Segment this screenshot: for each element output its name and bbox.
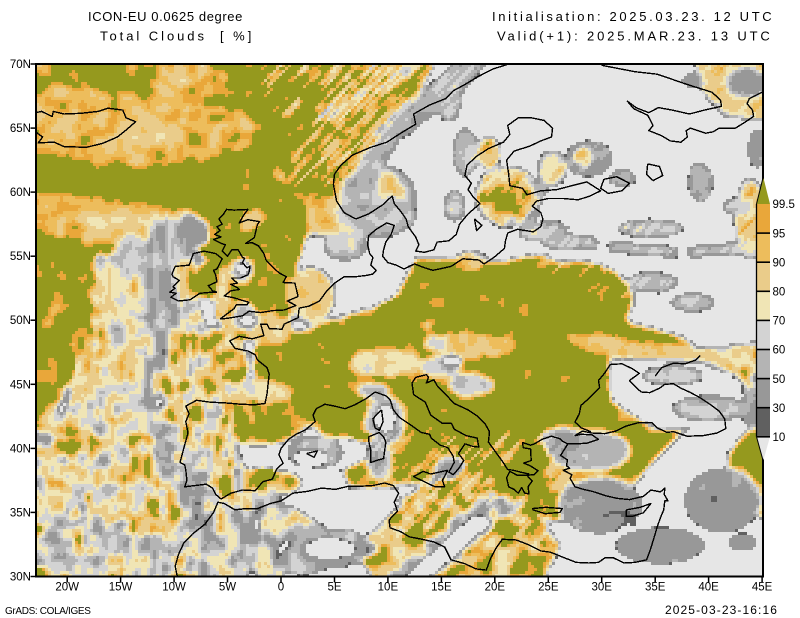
- svg-text:40E: 40E: [698, 582, 719, 594]
- svg-text:35N: 35N: [10, 507, 31, 519]
- svg-text:15E: 15E: [431, 582, 452, 594]
- svg-text:30E: 30E: [591, 582, 612, 594]
- svg-text:70N: 70N: [10, 59, 31, 71]
- svg-text:20W: 20W: [55, 582, 79, 594]
- svg-text:30N: 30N: [10, 572, 31, 584]
- svg-text:45N: 45N: [10, 379, 31, 391]
- svg-text:80: 80: [773, 287, 786, 299]
- svg-text:10: 10: [773, 432, 786, 444]
- svg-text:60: 60: [773, 345, 786, 357]
- svg-text:45E: 45E: [752, 582, 773, 594]
- svg-text:0: 0: [278, 582, 284, 594]
- svg-text:2025-03-23-16:16: 2025-03-23-16:16: [665, 603, 778, 617]
- svg-text:65N: 65N: [10, 123, 31, 135]
- svg-text:15W: 15W: [109, 582, 133, 594]
- svg-text:50: 50: [773, 374, 786, 386]
- svg-text:99.5: 99.5: [773, 199, 795, 211]
- svg-text:Valid(+1): 2025.MAR.23. 13 UTC: Valid(+1): 2025.MAR.23. 13 UTC: [497, 29, 773, 44]
- svg-text:50N: 50N: [10, 315, 31, 327]
- svg-text:60N: 60N: [10, 187, 31, 199]
- svg-text:70: 70: [773, 316, 786, 328]
- svg-text:95: 95: [773, 228, 786, 240]
- svg-text:GrADS: COLA/IGES: GrADS: COLA/IGES: [5, 606, 91, 617]
- svg-text:Initialisation: 2025.03.23. 12: Initialisation: 2025.03.23. 12 UTC: [492, 9, 774, 24]
- svg-text:5E: 5E: [327, 582, 341, 594]
- svg-text:55N: 55N: [10, 251, 31, 263]
- svg-text:30: 30: [773, 403, 786, 415]
- svg-text:90: 90: [773, 257, 786, 269]
- svg-text:35E: 35E: [645, 582, 666, 594]
- svg-text:20E: 20E: [485, 582, 506, 594]
- svg-text:Total Clouds [ %]: Total Clouds [ %]: [100, 29, 254, 44]
- svg-text:25E: 25E: [538, 582, 559, 594]
- svg-text:10W: 10W: [162, 582, 186, 594]
- svg-text:5W: 5W: [219, 582, 236, 594]
- svg-text:40N: 40N: [10, 443, 31, 455]
- svg-text:ICON-EU 0.0625 degree: ICON-EU 0.0625 degree: [88, 9, 243, 24]
- svg-text:10E: 10E: [378, 582, 399, 594]
